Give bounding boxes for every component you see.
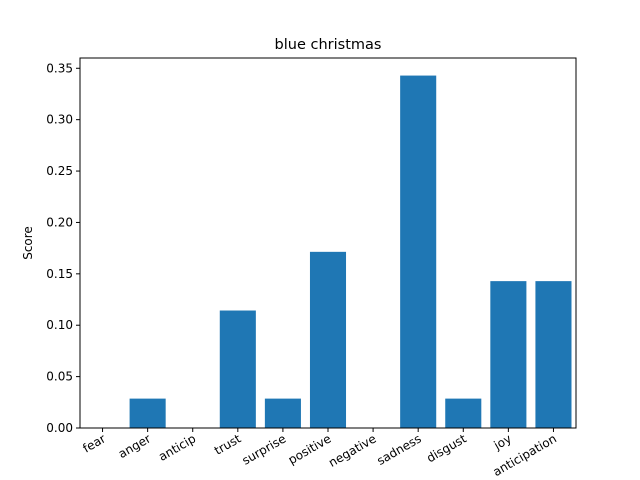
- x-tick-label-sadness: sadness: [374, 431, 423, 467]
- y-axis: 0.00 0.05 0.10 0.15 0.20 0.25 0.30 0.35: [46, 61, 80, 435]
- x-tick-label-joy: joy: [491, 431, 514, 453]
- x-tick-label-trust: trust: [212, 431, 244, 457]
- bar-anger: [129, 398, 166, 428]
- bar-positive: [309, 251, 347, 428]
- x-tick-label-disgust: disgust: [424, 431, 469, 465]
- x-tick-label-negative: negative: [326, 431, 378, 469]
- bar-joy: [490, 281, 527, 428]
- y-tick-label: 0.10: [46, 318, 73, 332]
- x-axis: fear anger anticip trustsurprisepositiveneg…: [80, 428, 559, 479]
- bars-group: [129, 75, 572, 428]
- x-tick-label-anticip: anticip: [156, 431, 198, 463]
- y-axis-title: Score: [21, 226, 35, 260]
- y-tick-label: 0.15: [46, 267, 73, 281]
- x-tick-label-fear: fear: [80, 431, 108, 455]
- bar-trust: [219, 310, 256, 428]
- x-tick-label-surprise: surprise: [240, 431, 289, 467]
- x-tick-label-positive: positive: [286, 431, 334, 467]
- plot-frame: [79, 57, 577, 429]
- x-tick-label-anger: anger: [116, 431, 153, 461]
- y-tick-label: 0.05: [46, 370, 73, 384]
- y-tick-label: 0.30: [46, 113, 73, 127]
- bar-anticipation: [535, 281, 572, 428]
- chart-title: blue christmas: [275, 37, 382, 53]
- y-tick-label: 0.35: [46, 61, 73, 75]
- bar-sadness: [400, 75, 437, 428]
- y-tick-label: 0.25: [46, 164, 73, 178]
- bar-disgust: [445, 398, 482, 428]
- bar-surprise: [264, 398, 301, 428]
- y-tick-label: 0.00: [46, 421, 73, 435]
- y-tick-label: 0.20: [46, 215, 73, 229]
